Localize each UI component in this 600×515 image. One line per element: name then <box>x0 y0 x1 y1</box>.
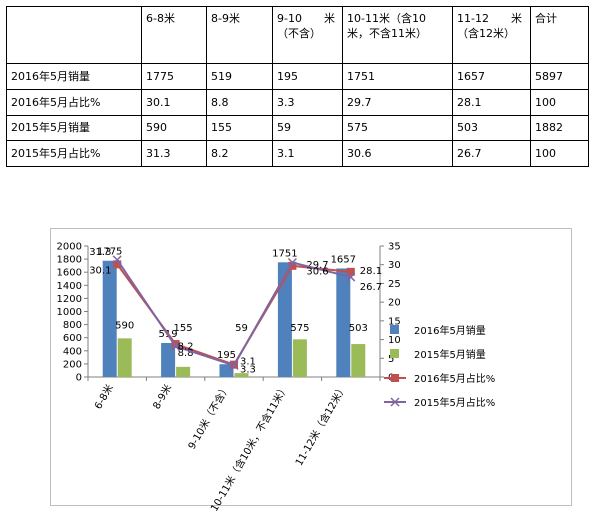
left-axis-tick-label: 0 <box>76 373 82 384</box>
table-cell: 1751 <box>342 63 453 90</box>
table-cell: 100 <box>530 88 589 116</box>
table-cell: 26.7 <box>452 140 531 167</box>
line-value-label: 31.3 <box>89 247 111 258</box>
left-axis-tick-label: 1200 <box>57 294 82 305</box>
bar <box>351 344 366 377</box>
line-marker <box>171 341 181 351</box>
right-axis-tick-label: 20 <box>388 298 401 309</box>
table-cell: 3.3 <box>272 88 343 116</box>
bar-value-label: 590 <box>115 320 134 331</box>
bar-value-label: 1751 <box>272 248 297 259</box>
table-cell: 8.2 <box>206 140 273 167</box>
bar <box>161 343 176 377</box>
bar <box>336 268 351 377</box>
bar <box>292 339 307 377</box>
table-cell: 575 <box>342 114 453 142</box>
right-axis-tick-label: 15 <box>388 316 401 327</box>
line-marker <box>171 340 180 349</box>
legend-swatch <box>390 349 399 358</box>
bar <box>234 373 249 377</box>
bar-value-label: 155 <box>174 323 193 334</box>
left-axis-tick-label: 2000 <box>57 242 82 253</box>
table-row: 2015年5月占比% 31.3 8.2 3.1 30.6 26.7 100 <box>6 140 589 167</box>
bar-value-label: 503 <box>349 323 368 334</box>
bar <box>277 262 292 377</box>
left-axis-tick-label: 400 <box>63 346 82 357</box>
table-cell: 29.7 <box>342 88 453 116</box>
line-value-label: 30.6 <box>306 266 328 277</box>
row-label: 2015年5月销量 <box>6 114 142 142</box>
header-cell: 8-9米 <box>206 6 273 64</box>
x-axis-category-label: 6-8米 <box>91 382 115 411</box>
left-axis-tick-label: 200 <box>63 359 82 370</box>
legend-label: 2015年5月占比% <box>414 396 495 409</box>
right-axis-tick-label: 10 <box>388 335 401 346</box>
left-axis-tick-label: 600 <box>63 333 82 344</box>
right-axis-tick-label: 30 <box>388 260 401 271</box>
header-cell <box>6 6 142 64</box>
bar-value-label: 195 <box>217 350 236 361</box>
left-axis-tick-label: 1000 <box>57 307 82 318</box>
right-axis-tick-label: 25 <box>388 279 401 290</box>
bar-value-label: 575 <box>290 323 309 334</box>
line-marker <box>112 255 122 265</box>
table-cell: 31.3 <box>141 140 207 167</box>
line-value-label: 26.7 <box>360 282 382 293</box>
left-axis-tick-label: 1400 <box>57 281 82 292</box>
table-row: 2015年5月销量 590 155 59 575 503 1882 <box>6 114 589 142</box>
x-axis-category-label: 9-10米（不含） <box>185 382 233 451</box>
sales-table: 6-8米 8-9米 9-10 米 （不含） 10-11米（含10 米，不含11米… <box>6 6 589 167</box>
table-cell: 519 <box>206 63 273 90</box>
row-label: 2015年5月占比% <box>6 140 142 167</box>
x-axis-category-label: 8-9米 <box>150 382 174 411</box>
line-value-label: 3.3 <box>240 365 256 376</box>
left-axis-tick-label: 1800 <box>57 255 82 266</box>
line-marker <box>229 360 239 370</box>
table-cell: 28.1 <box>452 88 531 116</box>
bar <box>102 260 117 377</box>
chart-frame <box>50 228 572 506</box>
right-axis-tick-label: 5 <box>388 354 394 365</box>
right-axis-tick-label: 35 <box>388 242 401 253</box>
line-marker <box>287 257 297 267</box>
table-cell: 155 <box>206 114 273 142</box>
bar-value-label: 59 <box>235 323 248 334</box>
table-cell: 100 <box>530 140 589 167</box>
header-cell: 6-8米 <box>141 6 207 64</box>
bar-value-label: 1775 <box>97 247 122 258</box>
line-marker <box>288 261 297 270</box>
header-cell: 10-11米（含10 米，不含11米） <box>342 6 453 64</box>
table-cell: 590 <box>141 114 207 142</box>
line-value-label: 8.8 <box>178 348 194 359</box>
table-cell: 1775 <box>141 63 207 90</box>
legend-label: 2016年5月销量 <box>414 324 486 337</box>
legend-label: 2015年5月销量 <box>414 348 486 361</box>
left-axis-tick-label: 800 <box>63 320 82 331</box>
line-value-label: 29.7 <box>306 260 328 271</box>
header-cell: 11-12 米 （含12米） <box>452 6 531 64</box>
table-cell: 1882 <box>530 114 589 142</box>
legend-swatch <box>390 325 399 334</box>
line-value-label: 28.1 <box>360 266 382 277</box>
bar <box>117 338 132 377</box>
bar-value-label: 1657 <box>331 254 356 265</box>
line-marker <box>346 267 355 276</box>
line-marker <box>113 260 122 269</box>
legend-marker <box>390 397 400 407</box>
header-cell: 9-10 米 （不含） <box>272 6 343 64</box>
line-value-label: 3.1 <box>240 356 256 367</box>
table-cell: 30.6 <box>342 140 453 167</box>
header-cell: 合计 <box>530 6 589 64</box>
x-axis-category-label: 11-12米（含12米） <box>292 382 349 468</box>
line-value-label: 8.2 <box>178 341 194 352</box>
bar <box>176 366 191 377</box>
left-axis-tick-label: 1600 <box>57 268 82 279</box>
legend-label: 2016年5月占比% <box>414 372 495 385</box>
legend-marker <box>391 374 399 382</box>
line-value-label: 30.1 <box>89 265 111 276</box>
table-header-row: 6-8米 8-9米 9-10 米 （不含） 10-11米（含10 米，不含11米… <box>6 6 589 64</box>
line-marker <box>346 272 356 282</box>
